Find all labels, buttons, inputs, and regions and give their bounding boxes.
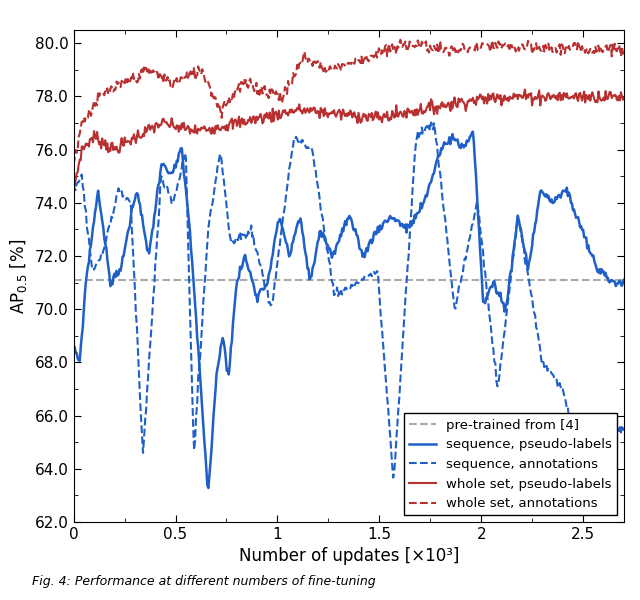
sequence, annotations bbox=[389, 474, 397, 481]
whole set, pseudo-labels bbox=[70, 181, 77, 188]
X-axis label: Number of updates [×10³]: Number of updates [×10³] bbox=[239, 547, 459, 565]
whole set, annotations bbox=[397, 36, 404, 43]
Line: whole set, annotations: whole set, annotations bbox=[74, 40, 624, 164]
sequence, pseudo-labels bbox=[490, 278, 498, 285]
Text: Fig. 4: Performance at different numbers of fine-tuning: Fig. 4: Performance at different numbers… bbox=[32, 575, 376, 588]
sequence, pseudo-labels bbox=[404, 221, 412, 228]
sequence, pseudo-labels bbox=[562, 188, 570, 195]
sequence, annotations bbox=[427, 119, 435, 126]
whole set, annotations bbox=[546, 47, 554, 55]
sequence, annotations bbox=[620, 424, 628, 431]
sequence, pseudo-labels bbox=[460, 144, 467, 151]
Line: whole set, pseudo-labels: whole set, pseudo-labels bbox=[74, 89, 624, 186]
whole set, annotations bbox=[70, 161, 77, 168]
whole set, annotations bbox=[490, 44, 497, 52]
pre-trained from [4] bbox=[70, 277, 77, 284]
whole set, annotations bbox=[561, 50, 568, 57]
whole set, pseudo-labels bbox=[404, 105, 412, 112]
sequence, pseudo-labels bbox=[469, 128, 477, 135]
pre-trained from [4] bbox=[70, 277, 77, 284]
whole set, annotations bbox=[404, 44, 412, 52]
sequence, annotations bbox=[100, 244, 108, 251]
sequence, annotations bbox=[547, 367, 554, 374]
sequence, annotations bbox=[562, 398, 570, 405]
whole set, pseudo-labels bbox=[562, 94, 570, 101]
sequence, pseudo-labels bbox=[205, 484, 212, 491]
Y-axis label: AP$_{0.5}$ [%]: AP$_{0.5}$ [%] bbox=[8, 238, 29, 314]
Line: sequence, annotations: sequence, annotations bbox=[74, 122, 624, 478]
whole set, annotations bbox=[100, 92, 108, 99]
sequence, pseudo-labels bbox=[70, 346, 77, 353]
whole set, annotations bbox=[460, 42, 467, 49]
sequence, annotations bbox=[404, 264, 412, 271]
whole set, pseudo-labels bbox=[521, 86, 529, 93]
whole set, pseudo-labels bbox=[620, 94, 628, 101]
sequence, pseudo-labels bbox=[620, 276, 628, 283]
whole set, pseudo-labels bbox=[547, 95, 554, 103]
sequence, pseudo-labels bbox=[547, 198, 554, 205]
sequence, annotations bbox=[70, 190, 77, 197]
whole set, annotations bbox=[620, 48, 628, 55]
whole set, pseudo-labels bbox=[490, 90, 497, 97]
Legend: pre-trained from [4], sequence, pseudo-labels, sequence, annotations, whole set,: pre-trained from [4], sequence, pseudo-l… bbox=[404, 413, 618, 515]
sequence, annotations bbox=[461, 255, 468, 262]
sequence, pseudo-labels bbox=[100, 234, 108, 241]
sequence, annotations bbox=[490, 358, 498, 365]
Line: sequence, pseudo-labels: sequence, pseudo-labels bbox=[74, 131, 624, 488]
whole set, pseudo-labels bbox=[71, 182, 79, 190]
whole set, pseudo-labels bbox=[460, 99, 467, 106]
whole set, pseudo-labels bbox=[101, 137, 109, 144]
